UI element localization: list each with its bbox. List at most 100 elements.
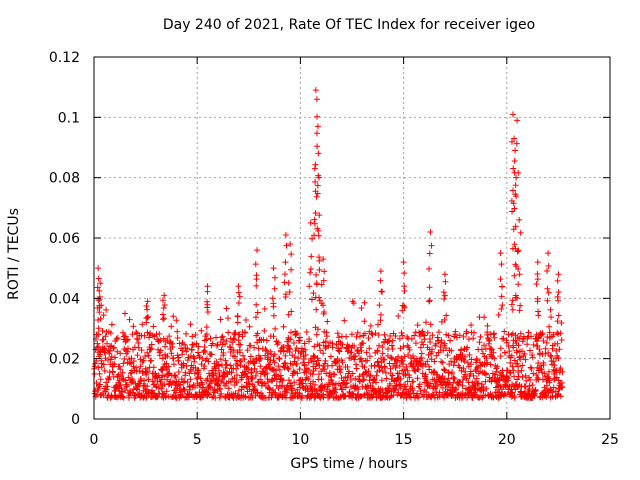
data-point xyxy=(447,337,454,344)
data-point xyxy=(234,362,241,369)
data-point xyxy=(480,350,487,357)
data-point xyxy=(429,332,436,339)
data-point xyxy=(473,364,480,371)
data-point xyxy=(307,269,314,276)
data-point xyxy=(443,312,450,319)
data-point xyxy=(335,347,342,354)
data-point xyxy=(289,361,296,368)
data-point xyxy=(120,360,127,367)
data-point xyxy=(366,345,373,352)
data-point xyxy=(225,385,232,392)
data-point xyxy=(311,381,318,388)
data-point xyxy=(275,363,282,370)
data-point xyxy=(305,366,312,373)
data-point xyxy=(171,372,178,379)
data-point xyxy=(513,295,520,302)
data-point xyxy=(484,322,491,329)
data-point xyxy=(242,329,249,336)
data-point xyxy=(456,378,463,385)
data-point xyxy=(388,355,395,362)
data-point xyxy=(533,338,540,345)
data-point xyxy=(320,302,327,309)
data-point xyxy=(99,337,106,344)
data-point xyxy=(239,374,246,381)
data-point xyxy=(106,350,113,357)
data-point xyxy=(484,359,491,366)
data-point xyxy=(525,329,532,336)
data-point xyxy=(181,378,188,385)
y-tick-label: 0.04 xyxy=(49,291,80,307)
data-point xyxy=(318,281,325,288)
data-point xyxy=(104,383,111,390)
data-point xyxy=(409,387,416,394)
data-point xyxy=(551,362,558,369)
data-point xyxy=(264,350,271,357)
data-point xyxy=(146,334,153,341)
data-point xyxy=(97,315,104,322)
data-point xyxy=(313,96,320,103)
data-point xyxy=(460,356,467,363)
data-point xyxy=(399,332,406,339)
data-point xyxy=(248,375,255,382)
data-point xyxy=(280,323,287,330)
data-point xyxy=(441,394,448,401)
data-point xyxy=(433,352,440,359)
data-point xyxy=(95,275,102,282)
data-point xyxy=(181,387,188,394)
data-point xyxy=(95,265,102,272)
data-point xyxy=(157,347,164,354)
data-point xyxy=(397,381,404,388)
data-point xyxy=(192,384,199,391)
data-point xyxy=(476,339,483,346)
data-point xyxy=(529,354,536,361)
data-point xyxy=(205,391,212,398)
data-point xyxy=(288,266,295,273)
data-point xyxy=(460,365,467,372)
data-point xyxy=(381,364,388,371)
data-point xyxy=(336,348,343,355)
data-point xyxy=(129,331,136,338)
data-point xyxy=(117,366,124,373)
data-point xyxy=(505,331,512,338)
data-point xyxy=(442,367,449,374)
data-point xyxy=(491,374,498,381)
data-point xyxy=(253,276,260,283)
data-point xyxy=(375,358,382,365)
data-point xyxy=(468,322,475,329)
data-point xyxy=(241,356,248,363)
data-point xyxy=(401,288,408,295)
data-point xyxy=(118,388,125,395)
data-point xyxy=(168,323,175,330)
data-point xyxy=(191,370,198,377)
data-point xyxy=(512,147,519,154)
data-point xyxy=(173,389,180,396)
data-point xyxy=(389,345,396,352)
data-point xyxy=(511,157,518,164)
data-point xyxy=(223,361,230,368)
data-point xyxy=(216,371,223,378)
data-point xyxy=(441,292,448,299)
data-point xyxy=(502,349,509,356)
data-point xyxy=(441,376,448,383)
data-point xyxy=(442,345,449,352)
data-point xyxy=(547,386,554,393)
data-point xyxy=(514,117,521,124)
data-point xyxy=(336,394,343,401)
data-point xyxy=(316,212,323,219)
data-point xyxy=(143,369,150,376)
data-point xyxy=(113,336,120,343)
data-point xyxy=(204,308,211,315)
data-point xyxy=(361,364,368,371)
data-point xyxy=(388,354,395,361)
data-point xyxy=(343,380,350,387)
data-point xyxy=(165,370,172,377)
data-point xyxy=(423,388,430,395)
data-point xyxy=(464,359,471,366)
data-point xyxy=(192,331,199,338)
data-point xyxy=(463,328,470,335)
data-point xyxy=(337,369,344,376)
data-point xyxy=(133,329,140,336)
data-point xyxy=(388,342,395,349)
data-point xyxy=(253,301,260,308)
data-point xyxy=(315,232,322,239)
